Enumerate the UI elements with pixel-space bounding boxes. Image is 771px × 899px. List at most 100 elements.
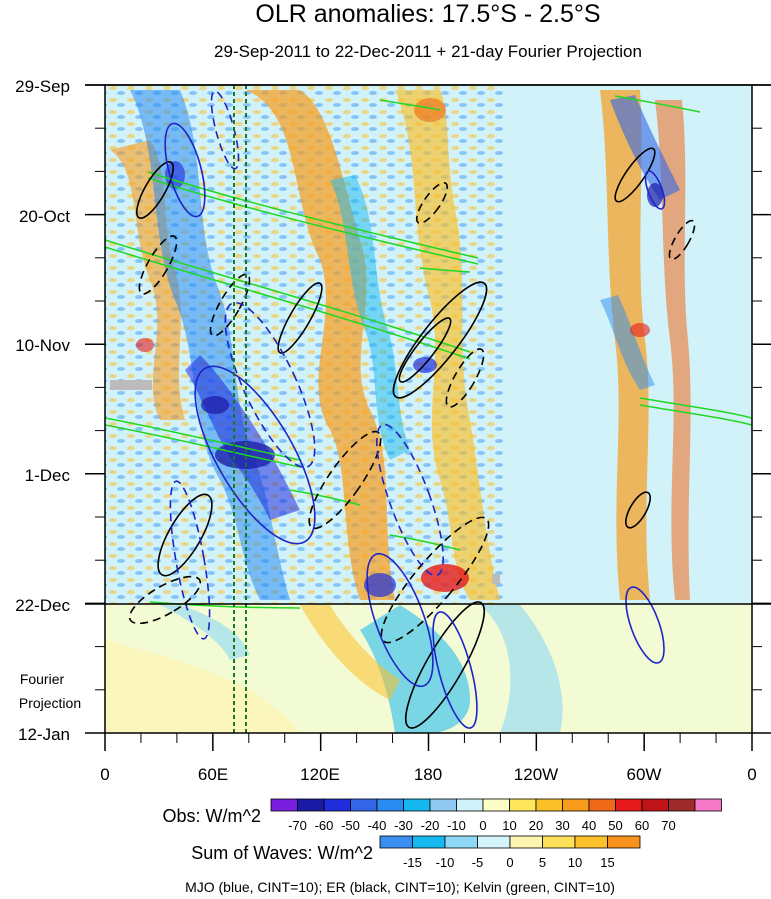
projection-label-fourier: Fourier [20,671,65,687]
er-contours [136,147,656,729]
mjo-dashed-4 [169,480,211,640]
x-tick-0: 0 [100,765,109,784]
cool-band-4 [610,95,680,200]
obs-legend: Obs: W/m^2 -70 -60 -50 -40 -30 -20 -10 0 10 20 30 4… [163,798,722,833]
obs-tick-label: 0 [479,818,486,833]
projection-cool-2 [480,605,563,733]
obs-tick-label: 40 [582,818,596,833]
mjo-oval-4 [432,611,478,729]
missing-data-2 [492,574,500,584]
obs-tick-label: 30 [555,818,569,833]
kelvin-band-1 [147,171,479,265]
warm-band-5 [655,100,691,600]
er-dashed-1 [138,235,178,295]
x-tick-120e: 120E [300,765,340,784]
y-major-ticks [85,84,771,734]
x-major-ticks [104,733,753,751]
er-oval-7 [404,601,486,729]
mjo-oval-6 [644,170,666,210]
waves-legend-label: Sum of Waves: W/m^2 [191,843,373,863]
mjo-dashed-2 [376,423,444,577]
cool-core-4 [364,573,396,597]
footer-caption: MJO (blue, CINT=10); ER (black, CINT=10)… [185,879,615,895]
x-tick-60e: 60E [198,765,228,784]
er-oval-1 [136,161,174,219]
obs-color-box [403,798,431,812]
er-oval-2 [392,281,488,399]
obs-color-box [535,798,563,812]
waves-tick-labels: -15 -10 -5 0 5 10 15 [403,855,615,870]
waves-tick-label: 10 [568,855,582,870]
obs-legend-label: Obs: W/m^2 [163,806,261,826]
y-minor-ticks [95,127,762,691]
waves-tick-label: 5 [539,855,546,870]
cool-band-3 [330,175,410,460]
er-dashed-2 [415,182,449,224]
obs-tick-label: 10 [502,818,516,833]
er-dashed-8 [209,273,251,337]
projection-cool-3 [160,605,250,660]
x-tick-120w: 120W [514,765,558,784]
obs-color-box [562,798,590,812]
plot-area [85,84,771,734]
obs-colorbar [270,798,722,812]
x-minor-ticks [140,733,717,743]
obs-tick-label: 20 [529,818,543,833]
obs-tick-label: 50 [608,818,622,833]
warm-core-4 [136,338,154,352]
obs-color-box [509,798,537,812]
chart-subtitle: 29-Sep-2011 to 22-Dec-2011 + 21-day Four… [214,42,642,61]
obs-tick-label: -60 [315,818,334,833]
waves-tick-label: 0 [506,855,513,870]
obs-color-box [323,798,351,812]
cool-band-5 [600,295,655,390]
kelvin-band-3 [105,417,301,468]
waves-tick-label: -5 [472,855,484,870]
missing-data-1 [110,380,152,390]
mjo-oval-1 [164,122,206,218]
waves-tick-label: -15 [403,855,422,870]
obs-color-box [641,798,669,812]
obs-color-box [350,798,378,812]
wave-contours [105,85,752,733]
kelvin-contours [105,95,752,609]
warm-core-2 [414,98,446,122]
kelvin-band-2 [105,239,471,360]
warm-band-3 [110,140,185,420]
y-tick-1-dec: 1-Dec [25,466,71,485]
obs-color-box [668,798,696,812]
obs-tick-label: -40 [368,818,387,833]
obs-tick-label: -50 [341,818,360,833]
mjo-oval-2 [194,365,316,545]
projection-warm-2 [105,640,300,733]
er-dashed-6 [668,219,696,261]
waves-color-box [607,835,641,849]
obs-color-box [615,798,643,812]
obs-color-box [297,798,325,812]
obs-color-box [429,798,457,812]
warm-band-1 [245,90,395,600]
waves-color-box [379,835,413,849]
projection-label-projection: Projection [19,695,81,711]
x-tick-180: 180 [414,765,442,784]
waves-color-box [509,835,543,849]
er-oval-8 [625,491,651,529]
obs-tick-label: 60 [635,818,649,833]
y-tick-10-nov: 10-Nov [15,336,70,355]
waves-color-box [477,835,511,849]
waves-colorbar [379,835,641,849]
obs-color-box [376,798,404,812]
y-tick-12-jan: 12-Jan [18,725,70,744]
cool-core-2 [201,396,229,414]
er-dashed-4 [380,516,490,644]
er-dashed-7 [128,575,202,625]
kelvin-band-5 [379,95,701,113]
obs-color-box [270,798,298,812]
waves-color-box [574,835,608,849]
waves-tick-label: 15 [600,855,614,870]
obs-tick-label: 70 [661,818,675,833]
x-tick-60w: 60W [627,765,662,784]
y-tick-29-sep: 29-Sep [15,77,70,96]
er-dashed-5 [445,348,485,408]
